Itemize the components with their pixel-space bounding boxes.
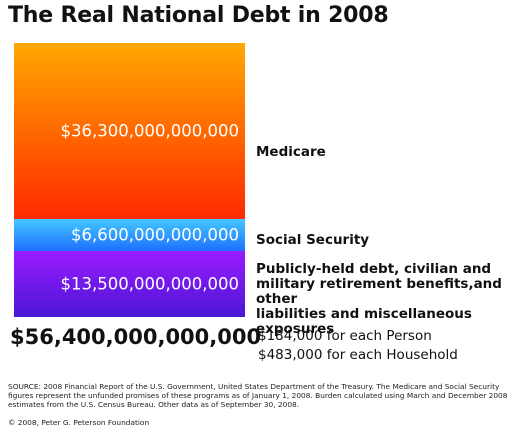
label-public-debt: Publicly-held debt, civilian and militar… <box>256 262 520 337</box>
segment-public-debt-value: $13,500,000,000,000 <box>60 274 239 294</box>
segment-social-security-value: $6,600,000,000,000 <box>71 225 239 245</box>
label-medicare: Medicare <box>256 144 326 160</box>
stacked-debt-bar: $36,300,000,000,000 $6,600,000,000,000 $… <box>14 43 245 317</box>
copyright-note: © 2008, Peter G. Peterson Foundation <box>8 418 150 427</box>
label-public-debt-line-1: Publicly-held debt, civilian and <box>256 261 492 277</box>
burden-per-household: $483,000 for each Household <box>258 347 458 363</box>
segment-medicare: $36,300,000,000,000 <box>14 43 245 220</box>
segment-medicare-value: $36,300,000,000,000 <box>60 121 239 141</box>
burden-per-person: $184,000 for each Person <box>258 328 432 344</box>
total-value: $56,400,000,000,000 <box>10 325 262 349</box>
segment-social-security: $6,600,000,000,000 <box>14 219 245 252</box>
label-social-security: Social Security <box>256 232 370 248</box>
label-public-debt-line-2: military retirement benefits,and other <box>256 276 502 307</box>
source-note: SOURCE: 2008 Financial Report of the U.S… <box>8 382 508 409</box>
label-public-debt-line-3: liabilities and miscellaneous exposures <box>256 306 472 337</box>
segment-public-debt: $13,500,000,000,000 <box>14 251 245 317</box>
chart-title: The Real National Debt in 2008 <box>8 3 389 28</box>
